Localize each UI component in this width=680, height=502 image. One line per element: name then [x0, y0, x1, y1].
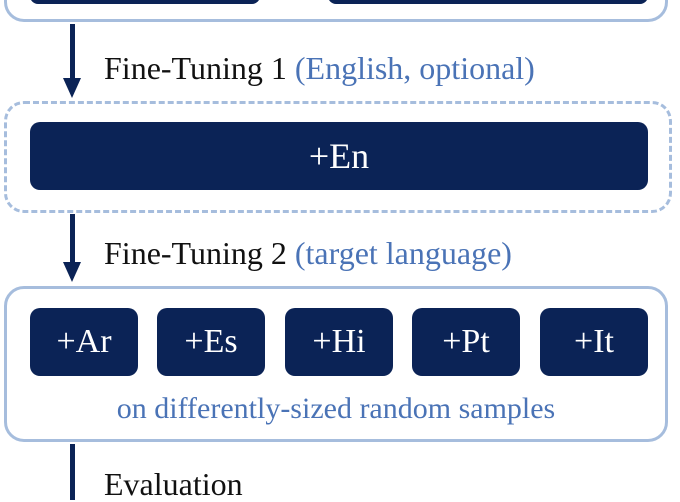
samples-caption: on differently-sized random samples	[116, 392, 556, 425]
arrow-3-shaft	[70, 444, 75, 500]
step-fine-tuning-1: Fine-Tuning 1 (English, optional)	[104, 50, 535, 86]
target-language-container-frame	[4, 286, 668, 442]
step-2-note: (target language)	[294, 235, 512, 271]
step-1-note: (English, optional)	[294, 50, 535, 86]
step-1-label: Fine-Tuning 1	[104, 50, 287, 86]
step-evaluation: Evaluation	[104, 466, 243, 502]
arrow-1-shaft	[70, 24, 75, 80]
step-3-label: Evaluation	[104, 466, 243, 502]
english-container-frame	[4, 101, 672, 213]
step-2-label: Fine-Tuning 2	[104, 235, 287, 271]
language-block-es: +Es	[157, 308, 265, 376]
english-block: +En	[30, 122, 648, 190]
top-block-left	[30, 0, 260, 4]
arrow-2-shaft	[70, 214, 75, 264]
language-block-ar: +Ar	[30, 308, 138, 376]
language-block-it: +It	[540, 308, 648, 376]
language-block-hi: +Hi	[285, 308, 393, 376]
arrow-2-head-icon	[63, 262, 81, 282]
language-block-pt: +Pt	[412, 308, 520, 376]
step-fine-tuning-2: Fine-Tuning 2 (target language)	[104, 235, 512, 271]
top-block-right	[328, 0, 648, 4]
arrow-1-head-icon	[63, 78, 81, 98]
